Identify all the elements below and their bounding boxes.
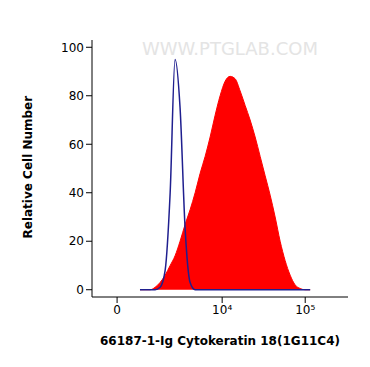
html-text:WWW.PTGLAB.COM: WWW.PTGLAB.COM [142,38,318,59]
svg-text:66187-1-Ig Cytokeratin 18(1G11: 66187-1-Ig Cytokeratin 18(1G11C4) [100,334,340,348]
svg-text:40: 40 [69,186,84,200]
svg-text:Relative Cell Number: Relative Cell Number [21,96,35,239]
svg-text:0: 0 [113,303,121,317]
svg-text:80: 80 [69,89,84,103]
svg-text:10⁴: 10⁴ [212,303,232,317]
svg-text:20: 20 [69,234,84,248]
svg-text:100: 100 [61,41,84,55]
svg-text:10⁵: 10⁵ [295,303,315,317]
svg-text:0: 0 [76,283,84,297]
svg-text:60: 60 [69,138,84,152]
